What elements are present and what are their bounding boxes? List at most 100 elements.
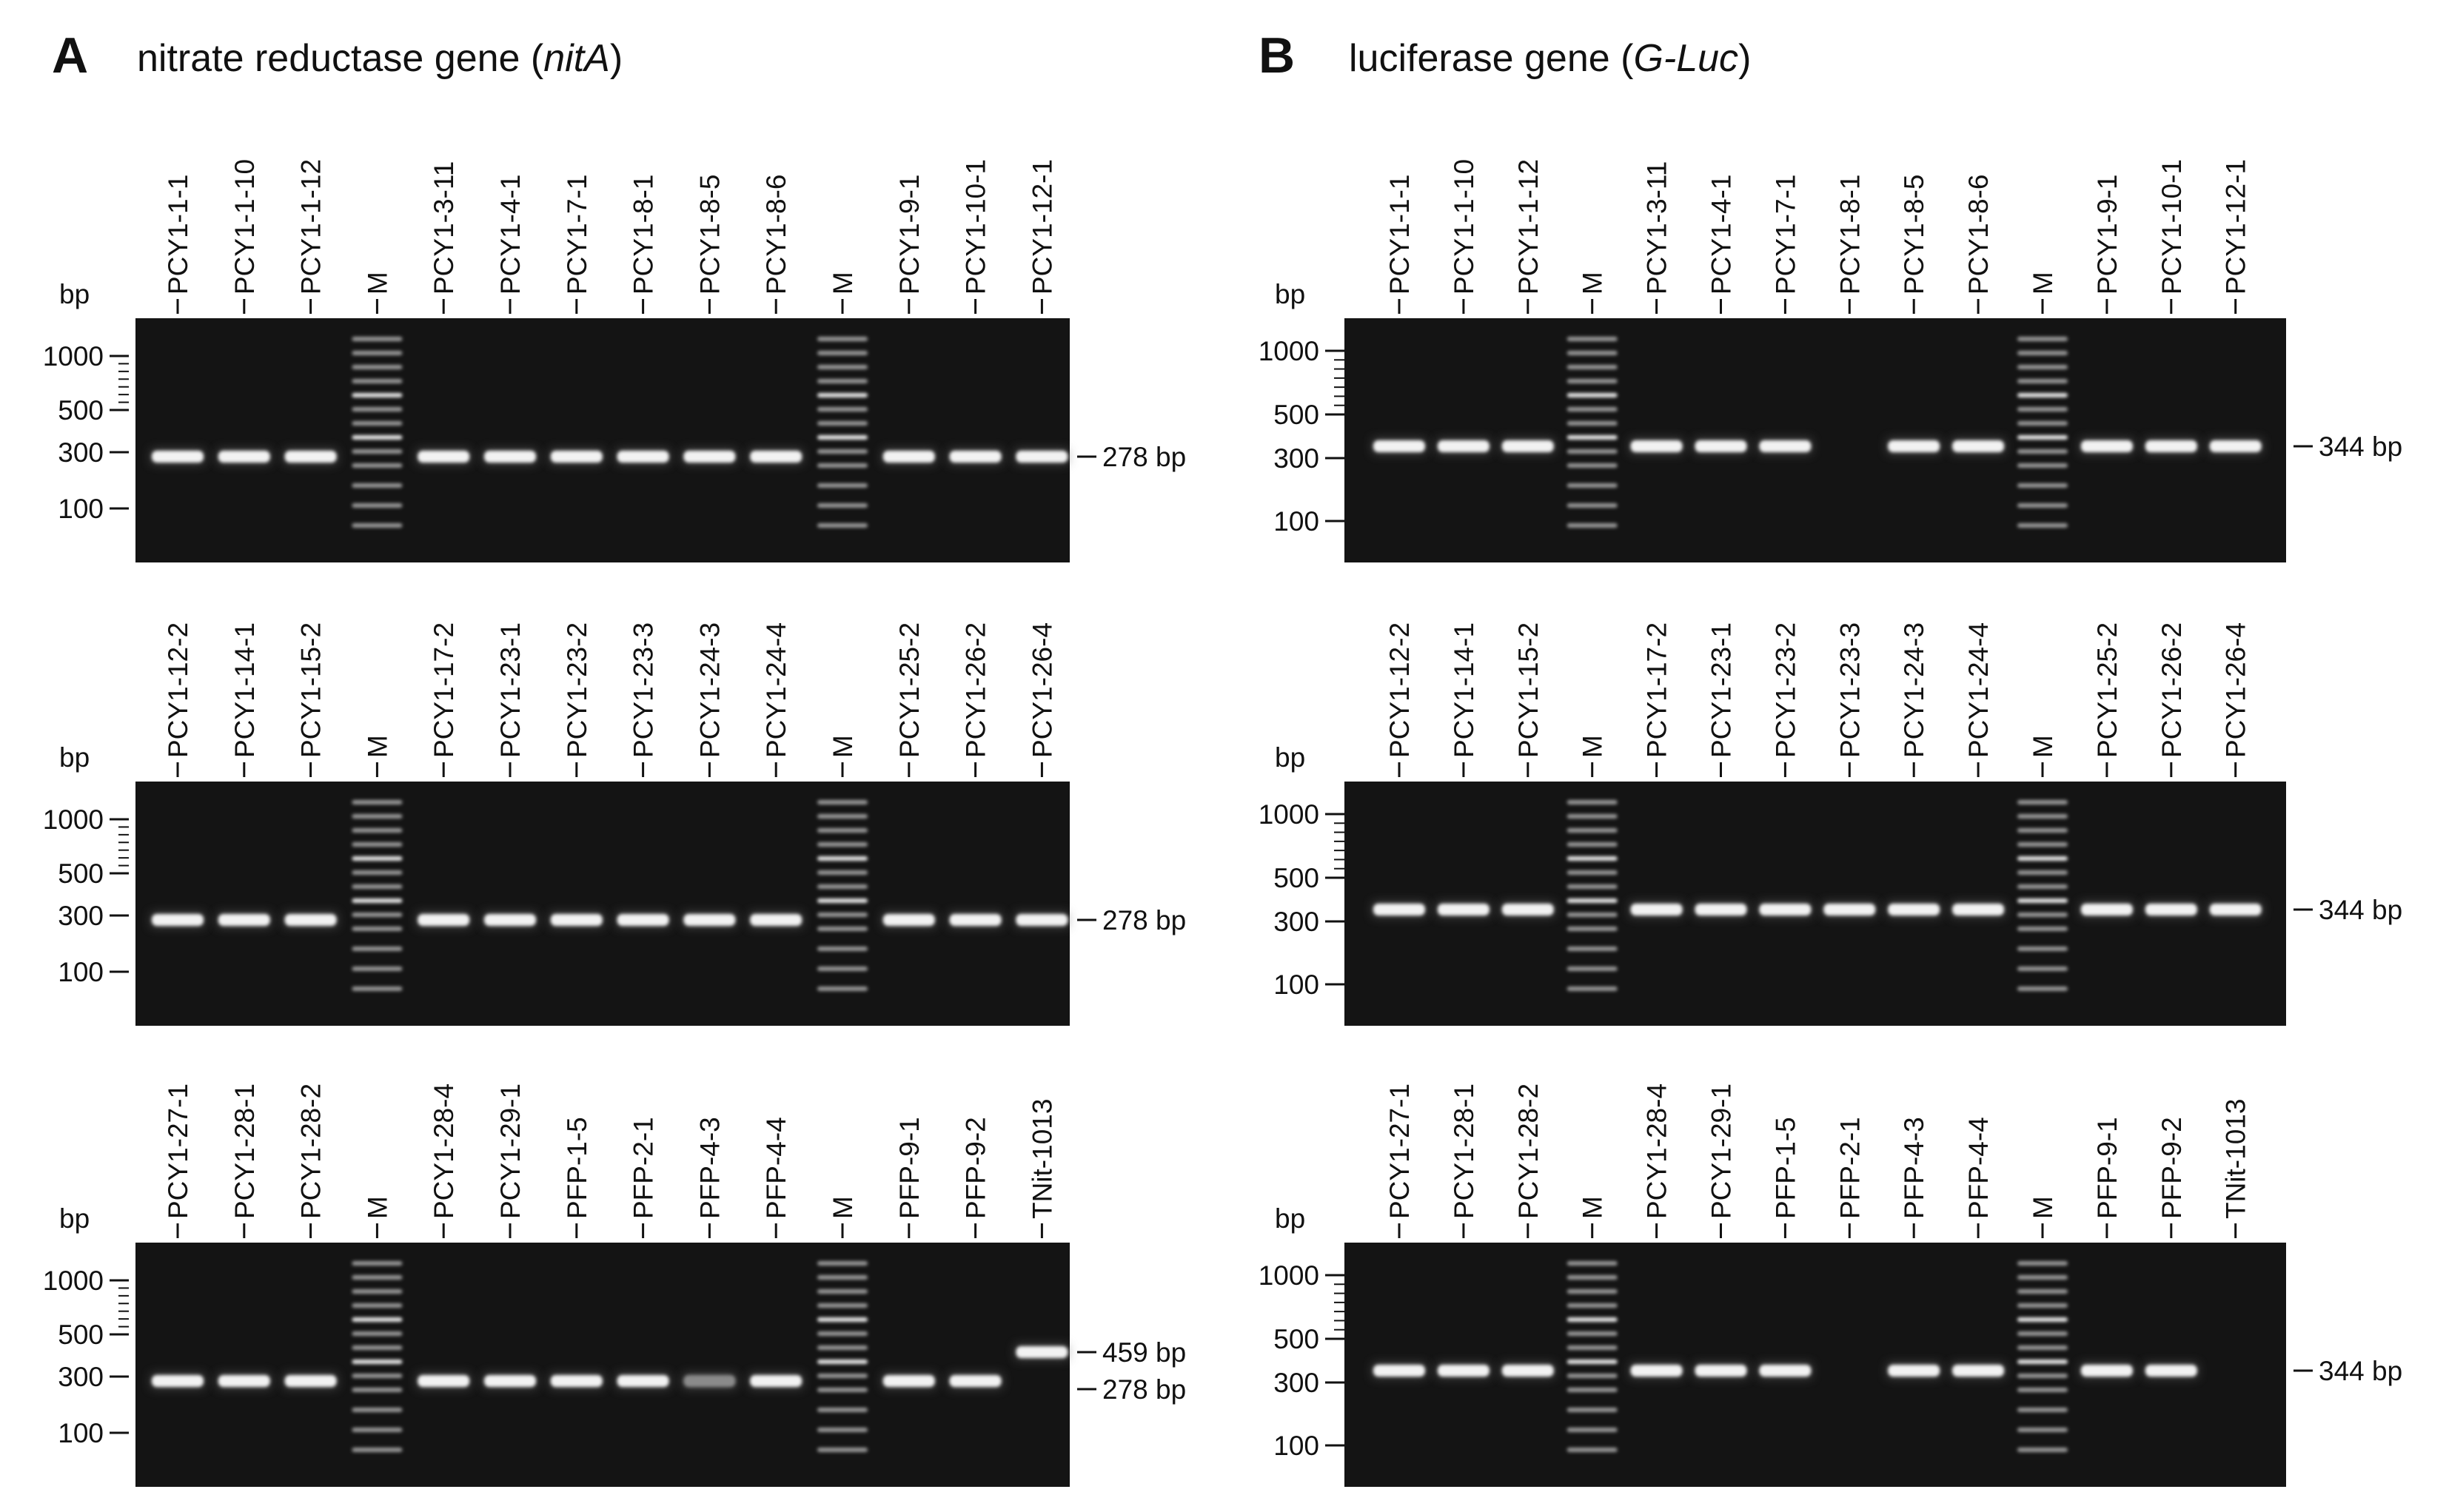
size-label: 500 [1273, 400, 1319, 430]
ladder-band [2017, 407, 2068, 411]
ladder-band [352, 987, 403, 991]
ladder-band [2017, 523, 2068, 528]
ladder-band [817, 884, 868, 889]
dna-band [617, 451, 669, 463]
ladder-band [817, 1374, 868, 1378]
ladder-band [817, 483, 868, 488]
dna-band [284, 1375, 337, 1387]
lane-label: PCY1-8-1 [629, 175, 659, 295]
lane-label: PCY1-24-4 [761, 622, 791, 758]
lane-label: PCY1-1-1 [163, 175, 193, 295]
lane-label: M [1578, 1196, 1608, 1219]
lane-label: PFP-4-4 [761, 1117, 791, 1219]
size-label: 100 [1273, 1431, 1319, 1461]
lane-label: PFP-4-4 [1963, 1117, 1994, 1219]
size-label: 100 [58, 1418, 104, 1448]
ladder-band [817, 463, 868, 468]
dna-band [1888, 440, 1940, 452]
ladder-band [352, 1428, 403, 1432]
dna-band [1759, 440, 1812, 452]
size-label: 300 [1273, 443, 1319, 474]
ladder-band [352, 828, 403, 833]
dna-band [2145, 1365, 2197, 1377]
ladder-band [2017, 1374, 2068, 1378]
lane-label: PCY1-23-3 [629, 622, 659, 758]
size-label: 1000 [1259, 1260, 1319, 1291]
ladder-band [2017, 913, 2068, 917]
dna-band [1501, 440, 1554, 452]
ladder-band [352, 393, 403, 397]
size-label: 100 [58, 957, 104, 987]
lane-label: PCY1-12-2 [163, 622, 193, 758]
band-size: 344 bp [2319, 895, 2402, 925]
lane-label: PCY1-9-1 [894, 175, 925, 295]
lane-label: PCY1-4-1 [495, 175, 526, 295]
lane-label: M [1578, 735, 1608, 758]
lane-label: M [2028, 1196, 2058, 1219]
lane-label: PCY1-1-1 [1384, 175, 1415, 295]
ladder-band [2017, 1275, 2068, 1280]
ladder-band [817, 421, 868, 426]
lane-label: M [828, 272, 858, 295]
ladder-band [817, 1428, 868, 1432]
dna-band [1373, 1365, 1425, 1377]
ladder-band [1567, 800, 1618, 804]
dna-band [1759, 904, 1812, 915]
panel-letter: B [1259, 27, 1295, 84]
ladder-band [817, 407, 868, 411]
unit-label: bp [59, 279, 90, 309]
lane-label: PCY1-23-1 [495, 622, 526, 758]
lane-label: PCY1-7-1 [562, 175, 592, 295]
lane-label: PCY1-26-4 [2221, 622, 2251, 758]
ladder-band [2017, 856, 2068, 861]
ladder-band [2017, 947, 2068, 951]
lane-label: PCY1-26-2 [961, 622, 991, 758]
ladder-band [2017, 1303, 2068, 1308]
lane-label: M [1578, 272, 1608, 295]
ladder-band [817, 967, 868, 971]
unit-label: bp [59, 742, 90, 773]
dna-band [2145, 440, 2197, 452]
lane-label: PCY1-23-3 [1834, 622, 1865, 758]
ladder-band [817, 337, 868, 341]
size-label: 500 [58, 395, 104, 426]
ladder-band [817, 870, 868, 875]
ladder-band [2017, 842, 2068, 847]
ladder-band [352, 365, 403, 369]
ladder-band [817, 1408, 868, 1412]
dna-band [2209, 904, 2262, 915]
ladder-band [1567, 1428, 1618, 1432]
dna-band [683, 1375, 736, 1387]
lane-label: M [2028, 735, 2058, 758]
ladder-band [817, 1275, 868, 1280]
title-end: ) [610, 37, 623, 80]
ladder-band [817, 856, 868, 861]
lane-label: PCY1-7-1 [1770, 175, 1800, 295]
ladder-band [352, 435, 403, 440]
lane-label: PFP-9-1 [894, 1117, 925, 1219]
dna-band [1016, 1346, 1068, 1358]
ladder-band [352, 870, 403, 875]
dna-band [1630, 904, 1683, 915]
lane-label: M [362, 272, 392, 295]
gel-panel: bp 1000 500 300 100 PCY1-27-1 PCY1-28-1 PCY1-28… [1259, 1083, 2402, 1487]
ladder-band [1567, 407, 1618, 411]
dna-band [1695, 1365, 1747, 1377]
dna-band [550, 1375, 603, 1387]
ladder-band [1567, 884, 1618, 889]
dna-band [750, 914, 803, 926]
size-label: 300 [1273, 907, 1319, 937]
ladder-band [352, 1303, 403, 1308]
ladder-band [1567, 898, 1618, 903]
lane-label: PCY1-15-2 [1513, 622, 1544, 758]
ladder-band [2017, 987, 2068, 991]
ladder-band [817, 1388, 868, 1392]
lane-label: PFP-2-1 [1834, 1117, 1865, 1219]
panel-letter: A [52, 27, 88, 84]
dna-band [218, 1375, 270, 1387]
ladder-band [352, 1408, 403, 1412]
ladder-band [1567, 870, 1618, 875]
ladder-band [1567, 463, 1618, 468]
ladder-band [2017, 1261, 2068, 1266]
lane-label: PFP-1-5 [562, 1117, 592, 1219]
